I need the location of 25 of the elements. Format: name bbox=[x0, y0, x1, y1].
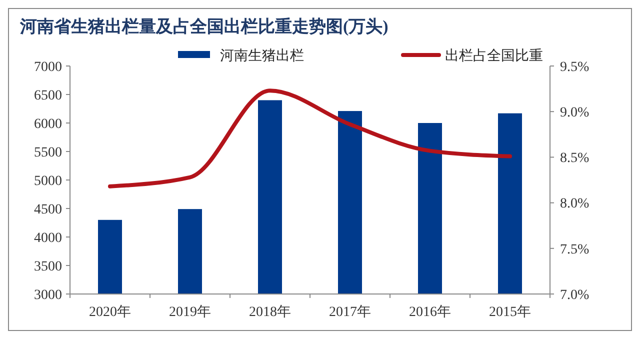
y-tick-label: 6500 bbox=[34, 88, 62, 104]
x-tick-label: 2017年 bbox=[329, 304, 371, 320]
y-tick-label: 4000 bbox=[34, 230, 62, 246]
y2-tick-label: 9.5% bbox=[560, 60, 590, 75]
y-tick-label: 3500 bbox=[34, 259, 62, 274]
chart-title: 河南省生猪出栏量及占全国出栏比重走势图(万头) bbox=[19, 17, 388, 36]
x-tick-label: 2020年 bbox=[89, 304, 131, 320]
y2-tick-label: 7.0% bbox=[560, 288, 590, 303]
x-tick-label: 2016年 bbox=[409, 304, 451, 320]
y-tick-label: 4500 bbox=[34, 202, 62, 218]
y2-tick-label: 9.0% bbox=[560, 106, 590, 120]
legend-label: 出栏占全国比重 bbox=[445, 48, 543, 64]
y2-tick-label: 7.5% bbox=[560, 242, 590, 258]
y2-tick-label: 8.0% bbox=[560, 196, 590, 212]
x-tick-label: 2019年 bbox=[169, 304, 211, 320]
y-tick-label: 5500 bbox=[34, 145, 62, 160]
y-tick-label: 3000 bbox=[34, 288, 62, 303]
legend-label: 河南生猪出栏 bbox=[220, 48, 304, 64]
line-series bbox=[108, 88, 512, 188]
y-tick-label: 5000 bbox=[34, 174, 62, 189]
y-tick-label: 7000 bbox=[34, 60, 62, 75]
y2-tick-label: 8.5% bbox=[560, 151, 590, 166]
x-tick-label: 2018年 bbox=[249, 304, 291, 320]
y-tick-label: 6000 bbox=[34, 116, 62, 132]
x-tick-label: 2015年 bbox=[489, 304, 531, 320]
